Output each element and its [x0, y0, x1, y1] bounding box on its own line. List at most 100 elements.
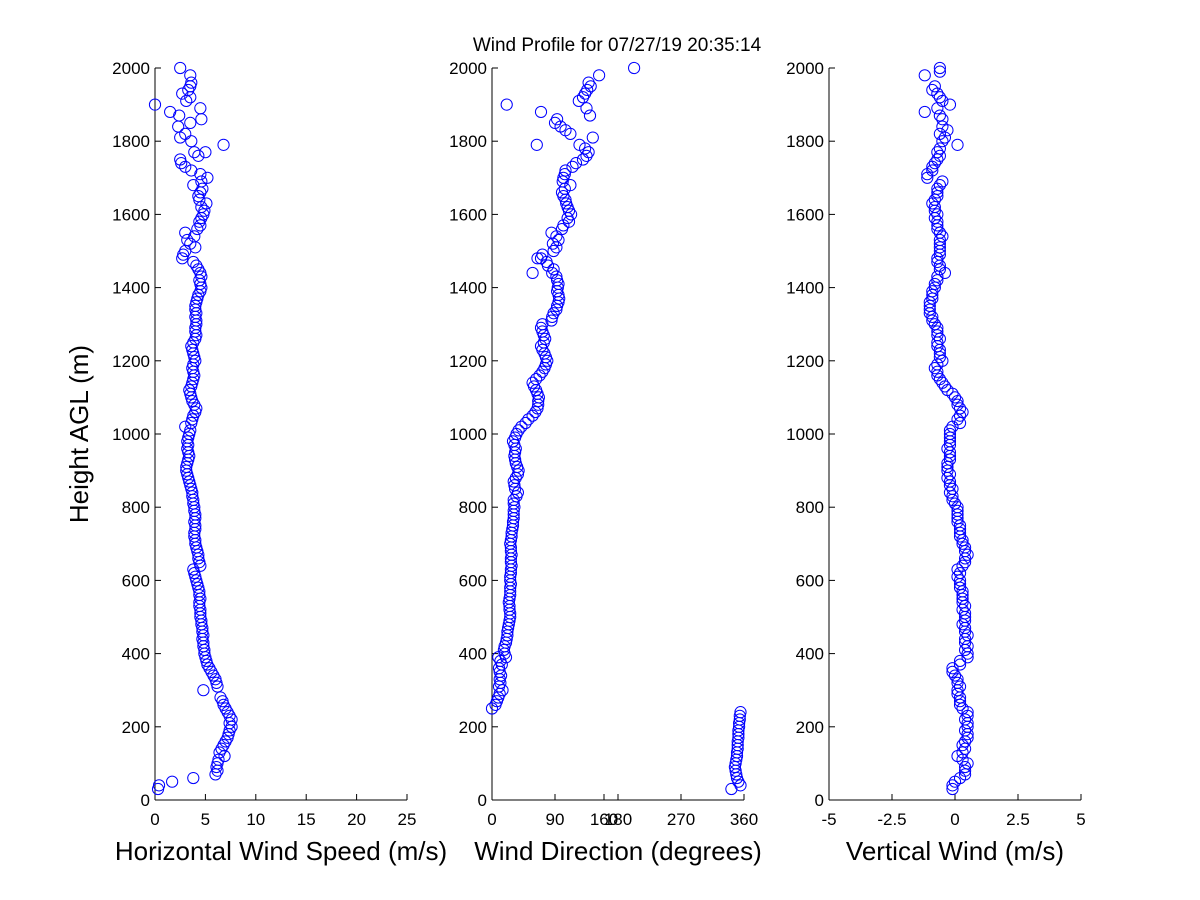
data-point	[951, 563, 964, 576]
x-tick-label: 20	[347, 810, 366, 829]
data-point	[566, 160, 579, 173]
data-point	[576, 91, 590, 104]
data-point	[565, 208, 578, 221]
y-tick-label: 400	[796, 645, 824, 664]
data-point	[953, 654, 967, 668]
data-point	[918, 105, 931, 119]
data-point	[943, 468, 957, 481]
y-tick-label: 0	[478, 791, 487, 810]
data-point	[519, 416, 532, 430]
y-tick-label: 1000	[786, 425, 824, 444]
data-point	[933, 127, 946, 140]
data-point	[190, 574, 203, 587]
x-tick-label: 270	[667, 810, 695, 829]
data-point	[733, 709, 746, 722]
data-point	[946, 665, 959, 679]
data-point	[515, 420, 528, 433]
data-point	[582, 146, 595, 159]
data-point	[943, 424, 957, 437]
data-point	[956, 618, 969, 631]
data-point	[152, 779, 166, 792]
data-point	[201, 171, 214, 184]
data-point	[148, 98, 162, 111]
data-point	[943, 98, 957, 111]
y-tick-label: 1200	[112, 352, 150, 371]
data-point	[943, 427, 957, 441]
data-point	[189, 570, 202, 583]
data-point	[211, 680, 224, 693]
data-series	[918, 61, 974, 796]
data-point	[564, 179, 577, 192]
data-point	[946, 662, 959, 675]
data-point	[956, 559, 969, 572]
data-point	[545, 226, 558, 239]
data-point	[500, 98, 513, 111]
data-point	[953, 658, 967, 671]
data-point	[933, 109, 946, 122]
data-point	[948, 775, 962, 788]
data-point	[195, 113, 208, 126]
data-point	[187, 347, 200, 360]
data-point	[185, 164, 198, 177]
y-tick-label: 1000	[449, 425, 487, 444]
y-tick-label: 400	[122, 645, 150, 664]
data-point	[951, 676, 964, 689]
data-point	[958, 541, 972, 554]
data-point	[536, 365, 549, 378]
data-point	[564, 127, 577, 140]
data-point	[933, 332, 946, 345]
data-series	[148, 61, 238, 796]
data-point	[185, 76, 198, 89]
data-point	[210, 760, 223, 774]
data-point	[918, 69, 931, 82]
data-point	[507, 497, 520, 510]
y-tick-label: 1600	[786, 205, 824, 224]
data-point	[174, 61, 187, 75]
x-tick-label: 180	[604, 810, 632, 829]
data-point	[522, 413, 535, 426]
y-tick-label: 200	[122, 718, 150, 737]
data-point	[189, 354, 202, 367]
data-point	[734, 779, 747, 792]
y-tick-label: 200	[459, 718, 487, 737]
data-point	[951, 504, 964, 517]
data-point	[928, 80, 941, 93]
data-point	[184, 69, 197, 82]
data-point	[200, 197, 213, 210]
data-point	[550, 241, 563, 254]
x-tick-label: 5	[1076, 810, 1085, 829]
data-point	[195, 175, 208, 188]
data-point	[550, 270, 563, 283]
data-point	[559, 164, 572, 177]
x-tick-label: 160	[590, 810, 618, 829]
data-point	[195, 200, 208, 214]
data-point	[933, 179, 946, 192]
data-point	[192, 149, 205, 162]
chart-title: Wind Profile for 07/27/19 20:35:14	[473, 35, 762, 56]
data-point	[186, 376, 199, 389]
data-point	[506, 435, 520, 448]
data-point	[508, 479, 521, 492]
x-axis-label: Vertical Wind (m/s)	[846, 836, 1064, 866]
data-point	[174, 153, 187, 166]
x-tick-label: -5	[821, 810, 836, 829]
y-tick-label: 1200	[786, 352, 824, 371]
data-point	[194, 559, 207, 572]
y-tick-label: 1400	[786, 279, 824, 298]
y-tick-label: 1800	[786, 132, 824, 151]
x-tick-label: 0	[150, 810, 159, 829]
data-point	[928, 193, 941, 206]
data-point	[951, 138, 964, 151]
data-point	[931, 208, 944, 221]
data-point	[961, 757, 974, 770]
data-point	[551, 113, 564, 126]
data-point	[948, 391, 962, 404]
data-point	[176, 87, 189, 100]
data-point	[217, 138, 230, 151]
data-point	[733, 713, 746, 726]
data-point	[933, 373, 946, 386]
data-point	[188, 230, 201, 243]
data-point	[166, 775, 179, 788]
x-tick-label: 360	[730, 810, 758, 829]
